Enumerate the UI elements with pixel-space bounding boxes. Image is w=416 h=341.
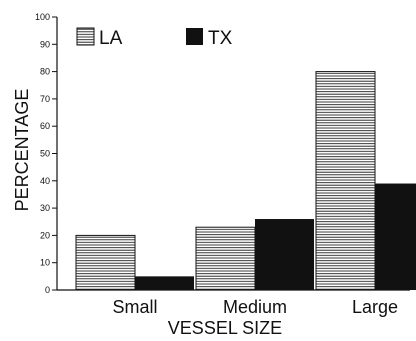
category-label-large: Large [352,297,398,317]
y-tick-label: 100 [35,12,50,22]
bar-la-small [75,234,136,291]
category-label-small: Small [112,297,157,317]
legend-swatch-tx [186,28,203,45]
bar-tx-medium [255,219,314,290]
legend-label-la: LA [99,28,123,49]
legend-swatch-la [76,27,95,46]
y-tick-label: 20 [40,230,50,240]
y-tick-label: 60 [40,121,50,131]
y-tick-label: 50 [40,149,50,159]
y-tick-label: 10 [40,258,50,268]
x-axis-title: VESSEL SIZE [168,318,282,338]
bars [75,71,416,291]
bar-tx-large [375,183,416,290]
y-axis-title: PERCENTAGE [12,89,32,212]
y-tick-label: 90 [40,39,50,49]
x-axis-category-labels: Small Medium Large [112,297,398,317]
bar-la-medium [195,226,256,291]
category-label-medium: Medium [223,297,287,317]
bar-la-large [315,71,376,291]
y-tick-label: 40 [40,176,50,186]
y-tick-label: 70 [40,94,50,104]
legend: LA TX [76,27,233,49]
bar-tx-small [135,276,194,290]
y-tick-label: 80 [40,67,50,77]
y-tick-label: 0 [45,285,50,295]
plot-area: 0 10 20 30 40 50 60 70 80 90 100 Small Medium Large [35,12,416,317]
y-axis-ticks: 0 10 20 30 40 50 60 70 80 90 100 [35,12,57,295]
y-tick-label: 30 [40,203,50,213]
legend-label-tx: TX [208,28,233,49]
